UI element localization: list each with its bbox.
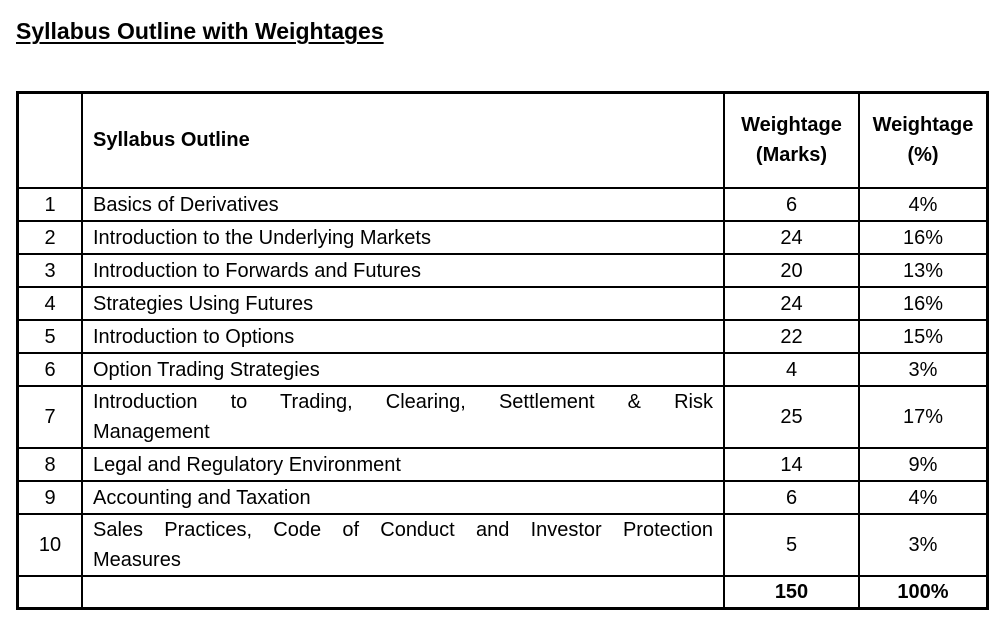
table-row: 10 Sales Practices, Code of Conduct and I… (16, 513, 989, 578)
row-number-cell: 9 (16, 480, 83, 516)
row-number-cell: 1 (16, 187, 83, 223)
syllabus-topic-cell: Basics of Derivatives (81, 187, 725, 223)
weightage-percent-cell: 15% (858, 319, 989, 355)
weightage-marks-cell: 6 (723, 187, 860, 223)
syllabus-topic-line: Management (93, 421, 210, 444)
total-marks-cell: 150 (723, 575, 860, 610)
table-row: 1 Basics of Derivatives 6 4% (16, 187, 989, 223)
table-header-row: Syllabus Outline Weightage (Marks) Weigh… (16, 91, 989, 190)
weightage-marks-cell: 24 (723, 286, 860, 322)
total-empty-index-cell (16, 575, 83, 610)
syllabus-topic-cell: Introduction to the Underlying Markets (81, 220, 725, 256)
weightage-marks-cell: 22 (723, 319, 860, 355)
weightage-percent-cell: 16% (858, 286, 989, 322)
syllabus-weightage-table: Syllabus Outline Weightage (Marks) Weigh… (16, 90, 989, 611)
total-empty-outline-cell (81, 575, 725, 610)
syllabus-topic-line: Sales Practices, Code of Conduct and Inv… (93, 519, 713, 542)
table-row: 6 Option Trading Strategies 4 3% (16, 352, 989, 388)
syllabus-topic-cell: Strategies Using Futures (81, 286, 725, 322)
row-number-cell: 10 (16, 513, 83, 578)
row-number-cell: 5 (16, 319, 83, 355)
row-number-cell: 7 (16, 385, 83, 450)
weightage-percent-cell: 16% (858, 220, 989, 256)
table-row: 4 Strategies Using Futures 24 16% (16, 286, 989, 322)
syllabus-topic-cell: Sales Practices, Code of Conduct and Inv… (81, 513, 725, 578)
syllabus-topic-cell: Introduction to Forwards and Futures (81, 253, 725, 289)
table-row: 8 Legal and Regulatory Environment 14 9% (16, 447, 989, 483)
row-number-cell: 6 (16, 352, 83, 388)
syllabus-topic-cell: Introduction to Options (81, 319, 725, 355)
table-row: 5 Introduction to Options 22 15% (16, 319, 989, 355)
syllabus-topic-cell: Accounting and Taxation (81, 480, 725, 516)
syllabus-topic-cell: Introduction to Trading, Clearing, Settl… (81, 385, 725, 450)
table-row: 9 Accounting and Taxation 6 4% (16, 480, 989, 516)
syllabus-topic-cell: Option Trading Strategies (81, 352, 725, 388)
table-row: 2 Introduction to the Underlying Markets 2… (16, 220, 989, 256)
weightage-percent-cell: 13% (858, 253, 989, 289)
weightage-percent-cell: 9% (858, 447, 989, 483)
row-number-cell: 4 (16, 286, 83, 322)
row-number-cell: 3 (16, 253, 83, 289)
weightage-marks-cell: 4 (723, 352, 860, 388)
row-number-cell: 2 (16, 220, 83, 256)
syllabus-topic-line: Measures (93, 549, 181, 572)
header-syllabus-outline: Syllabus Outline (81, 91, 725, 190)
weightage-marks-cell: 20 (723, 253, 860, 289)
table-total-row: 150 100% (16, 575, 989, 610)
weightage-percent-cell: 4% (858, 480, 989, 516)
syllabus-topic-cell: Legal and Regulatory Environment (81, 447, 725, 483)
header-index-cell (16, 91, 83, 190)
table-row: 3 Introduction to Forwards and Futures 20 1… (16, 253, 989, 289)
weightage-marks-cell: 25 (723, 385, 860, 450)
weightage-percent-cell: 4% (858, 187, 989, 223)
header-weightage-marks: Weightage (Marks) (723, 91, 860, 190)
table-row: 7 Introduction to Trading, Clearing, Sett… (16, 385, 989, 450)
weightage-marks-cell: 14 (723, 447, 860, 483)
syllabus-topic-line: Introduction to Trading, Clearing, Settl… (93, 391, 713, 414)
total-percent-cell: 100% (858, 575, 989, 610)
weightage-percent-cell: 3% (858, 513, 989, 578)
page-title: Syllabus Outline with Weightages (16, 18, 384, 44)
weightage-marks-cell: 6 (723, 480, 860, 516)
weightage-marks-cell: 5 (723, 513, 860, 578)
header-weightage-percent: Weightage (%) (858, 91, 989, 190)
weightage-percent-cell: 3% (858, 352, 989, 388)
weightage-percent-cell: 17% (858, 385, 989, 450)
row-number-cell: 8 (16, 447, 83, 483)
weightage-marks-cell: 24 (723, 220, 860, 256)
